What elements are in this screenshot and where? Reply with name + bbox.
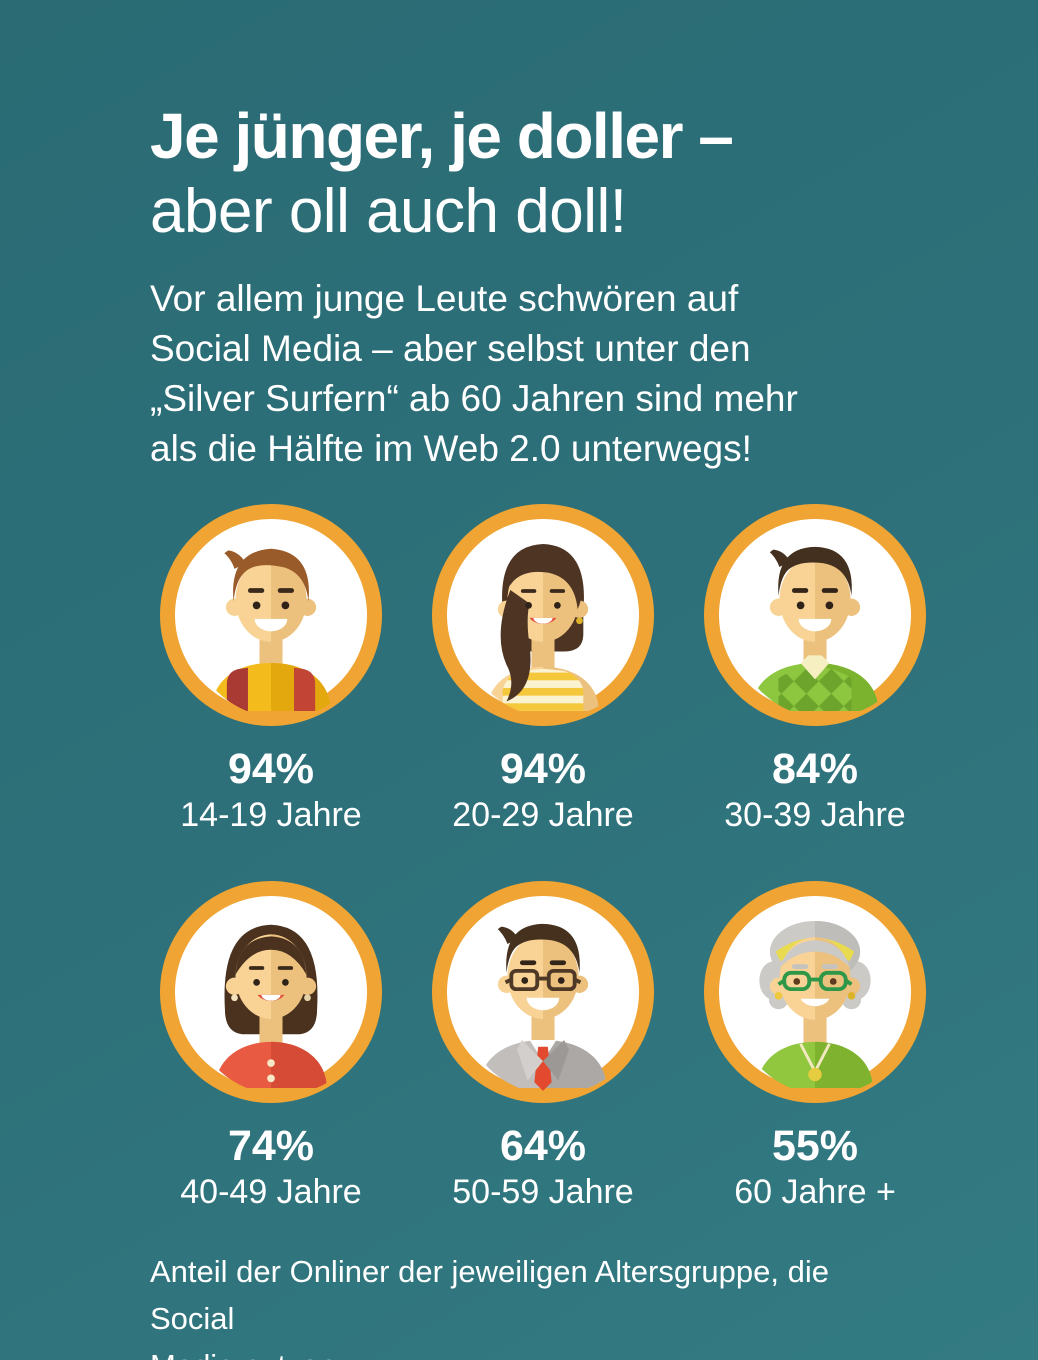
percentage-value: 94% (227, 745, 315, 793)
age-group-label: 14-19 Jahre (180, 796, 362, 834)
teen-boy-avatar-illustration (160, 504, 382, 726)
man-argyle-avatar-illustration (704, 504, 926, 726)
title-line-bold: Je jünger, je doller – (150, 100, 734, 172)
elderly-woman-avatar-illustration (704, 881, 926, 1103)
percentage-value: 94% (499, 745, 587, 793)
header: Je jünger, je doller – aber oll auch dol… (0, 0, 1038, 474)
age-group-grid: 94% 14-19 Jahre (135, 504, 1038, 1212)
source-note-line: Media nutzen. (150, 1342, 918, 1360)
percentage-value: 64% (499, 1122, 587, 1170)
page-title: Je jünger, je doller – aber oll auch dol… (150, 98, 1038, 250)
age-group-card-14-19: 94% 14-19 Jahre (160, 504, 382, 835)
intro-line: „Silver Surfern“ ab 60 Jahren sind mehr (150, 378, 798, 419)
woman-red-top-avatar-illustration (160, 881, 382, 1103)
intro-paragraph: Vor allem junge Leute schwören auf Socia… (150, 274, 1038, 474)
title-line-light: aber oll auch doll! (150, 177, 627, 246)
age-group-label: 40-49 Jahre (180, 1173, 362, 1211)
percentage-value: 84% (771, 745, 859, 793)
source-note: Anteil der Onliner der jeweiligen Alters… (150, 1248, 918, 1360)
intro-line: Social Media – aber selbst unter den (150, 328, 751, 369)
age-group-label: 30-39 Jahre (724, 796, 906, 834)
percentage-value: 55% (771, 1122, 859, 1170)
age-group-card-40-49: 74% 40-49 Jahre (160, 881, 382, 1212)
age-group-card-30-39: 84% 30-39 Jahre (704, 504, 926, 835)
intro-line: als die Hälfte im Web 2.0 unterwegs! (150, 428, 752, 469)
age-group-card-50-59: 64% 50-59 Jahre (432, 881, 654, 1212)
intro-line: Vor allem junge Leute schwören auf (150, 278, 739, 319)
percentage-value: 74% (227, 1122, 315, 1170)
age-group-card-20-29: 94% 20-29 Jahre (432, 504, 654, 835)
age-group-label: 50-59 Jahre (452, 1173, 634, 1211)
age-group-label: 20-29 Jahre (452, 796, 634, 834)
young-woman-avatar-illustration (432, 504, 654, 726)
age-group-card-60-plus: 55% 60 Jahre + (704, 881, 926, 1212)
age-group-label: 60 Jahre + (734, 1173, 896, 1211)
source-note-line: Anteil der Onliner der jeweiligen Alters… (150, 1254, 829, 1336)
man-suit-avatar-illustration (432, 881, 654, 1103)
